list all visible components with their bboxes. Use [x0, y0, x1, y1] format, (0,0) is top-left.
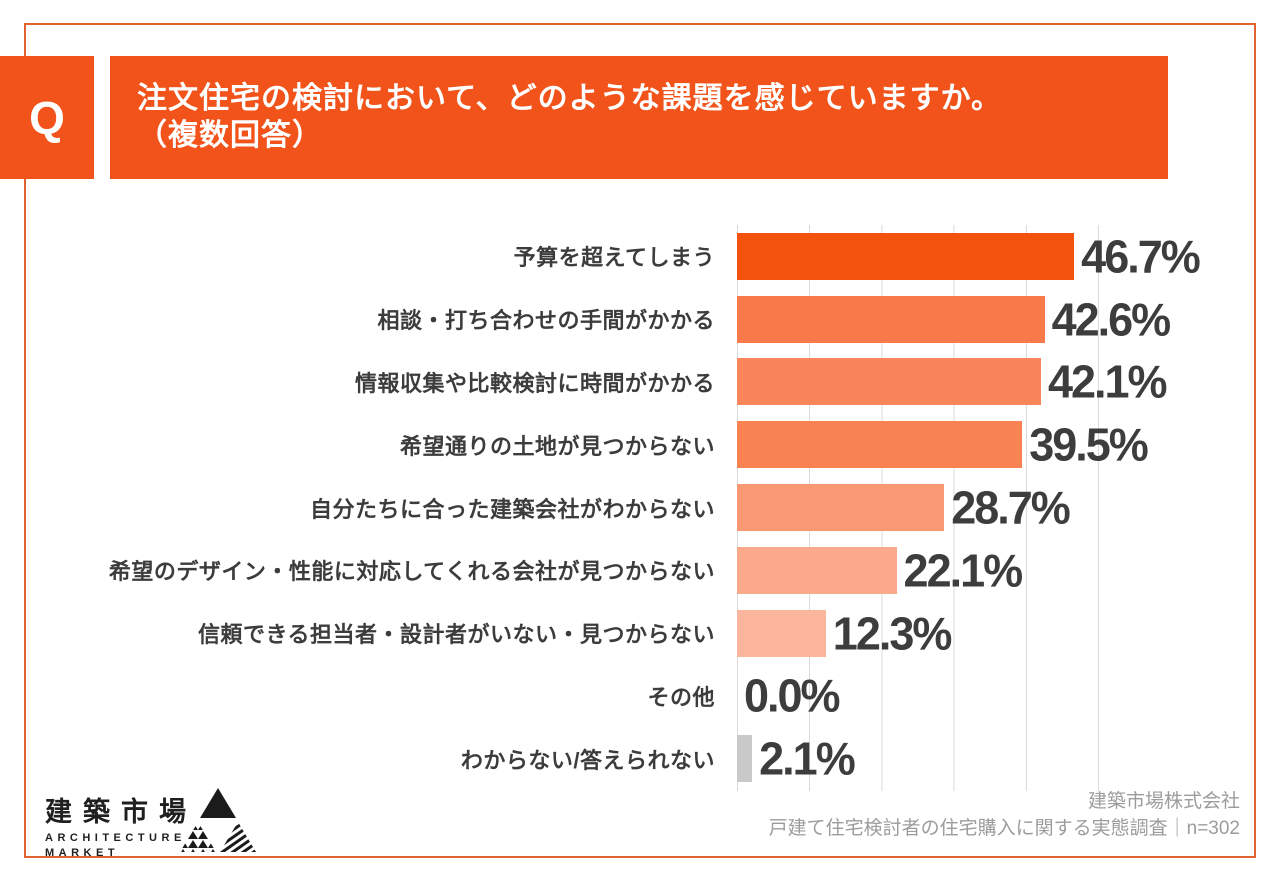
plot-cell: 42.6% [737, 292, 1280, 346]
source-survey: 戸建て住宅検討者の住宅購入に関する実態調査｜n=302 [768, 817, 1240, 839]
category-label: 予算を超えてしまう [513, 245, 715, 271]
category-label: 信頼できる担当者・設計者がいない・見つからない [197, 622, 715, 648]
plot-cell: 39.5% [737, 418, 1280, 472]
category-label: その他 [647, 684, 715, 710]
value-label: 46.7% [1081, 229, 1201, 283]
chart-row: 希望通りの土地が見つからない 39.5% [0, 413, 1280, 476]
plot-cell: 12.3% [737, 606, 1280, 660]
source-note: 建築市場株式会社 戸建て住宅検討者の住宅購入に関する実態調査｜n=302 [769, 789, 1240, 843]
bar-chart: 予算を超えてしまう 46.7% 相談・打ち合わせの手間がかかる 42.6% 情報… [0, 225, 1280, 791]
bar [737, 609, 826, 657]
chart-row: 相談・打ち合わせの手間がかかる 42.6% [0, 288, 1280, 351]
triangle-logo-icon [178, 786, 258, 861]
chart-row: わからない/答えられない 2.1% [0, 727, 1280, 790]
source-company: 建築市場株式会社 [1087, 791, 1240, 812]
plot-cell: 0.0% [737, 669, 1280, 723]
value-label: 12.3% [832, 606, 953, 660]
plot-cell: 28.7% [737, 481, 1280, 535]
chart-rows: 予算を超えてしまう 46.7% 相談・打ち合わせの手間がかかる 42.6% 情報… [0, 225, 1280, 791]
plot-cell: 22.1% [737, 543, 1280, 597]
category-label: 情報収集や比較検討に時間がかかる [354, 370, 715, 396]
value-label: 28.7% [951, 481, 1071, 535]
value-label: 0.0% [744, 669, 841, 723]
chart-row: 情報収集や比較検討に時間がかかる 42.1% [0, 351, 1280, 414]
category-label: 希望のデザイン・性能に対応してくれる会社が見つからない [108, 559, 715, 585]
company-logo: 建築市場 ARCHITECTURE MARKET [45, 790, 197, 859]
value-label: 2.1% [759, 732, 856, 786]
chart-row: 自分たちに合った建築会社がわからない 28.7% [0, 476, 1280, 539]
question-badge-label: Q [29, 91, 65, 144]
question-title-line1: 注文住宅の検討において、どのような課題を感じていますか。 [137, 81, 1002, 115]
chart-row: 信頼できる担当者・設計者がいない・見つからない 12.3% [0, 602, 1280, 665]
chart-row: 予算を超えてしまう 46.7% [0, 225, 1280, 288]
plot-cell: 2.1% [737, 732, 1280, 786]
question-title-line2: （複数回答） [137, 118, 323, 152]
bar [737, 421, 1023, 469]
category-label: わからない/答えられない [460, 747, 715, 773]
value-label: 22.1% [903, 543, 1024, 597]
category-label: 相談・打ち合わせの手間がかかる [377, 308, 715, 334]
bar [737, 295, 1045, 343]
bar [737, 358, 1041, 406]
bar [737, 735, 753, 783]
category-label: 希望通りの土地が見つからない [399, 433, 715, 459]
logo-jp-text: 建築市場 [45, 797, 197, 827]
value-label: 39.5% [1029, 418, 1149, 472]
question-banner: 注文住宅の検討において、どのような課題を感じていますか。 （複数回答） [110, 56, 1168, 179]
logo-en-line1: ARCHITECTURE [45, 832, 186, 844]
chart-row: その他 0.0% [0, 665, 1280, 728]
bar [737, 232, 1075, 280]
bar [737, 484, 945, 532]
value-label: 42.1% [1047, 355, 1168, 409]
chart-row: 希望のデザイン・性能に対応してくれる会社が見つからない 22.1% [0, 539, 1280, 602]
question-badge: Q [0, 56, 94, 179]
logo-en-line2: MARKET [45, 847, 120, 859]
value-label: 42.6% [1051, 292, 1172, 346]
category-label: 自分たちに合った建築会社がわからない [309, 496, 715, 522]
plot-cell: 46.7% [737, 229, 1280, 283]
bar [737, 546, 897, 594]
plot-cell: 42.1% [737, 355, 1280, 409]
